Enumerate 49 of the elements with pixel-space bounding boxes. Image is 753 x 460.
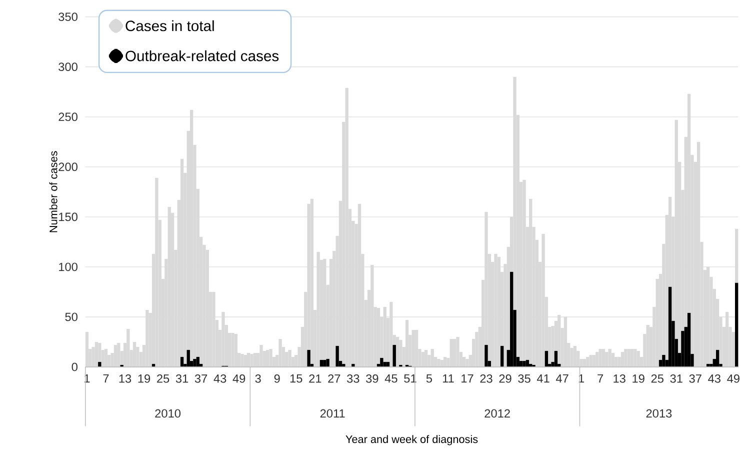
text: 2011: [320, 409, 345, 418]
x-tick-label: 27: [328, 374, 340, 383]
x-tick-label: 25: [651, 374, 664, 383]
x-tick-label: 49: [232, 374, 246, 383]
x-tick-label: 25: [157, 374, 170, 383]
x-tick-label: 33: [347, 374, 360, 383]
x-tick-label: 19: [138, 374, 150, 383]
y-axis-title: Number of cases: [49, 151, 58, 232]
legend-label: Outbreak-related cases: [126, 50, 279, 62]
x-tick-label: 5: [426, 374, 432, 383]
x-tick-label: 47: [556, 374, 568, 383]
x-tick-label: 17: [462, 374, 474, 383]
y-tick-label: 200: [58, 162, 78, 172]
y-tick-label: 300: [58, 62, 78, 72]
x-tick-label: 7: [103, 374, 109, 383]
x-tick-label: 3: [255, 374, 261, 383]
x-tick-label: 23: [480, 374, 492, 383]
y-tick-label: 350: [58, 12, 78, 22]
y-tick-label: 150: [59, 212, 78, 222]
x-tick-label: 21: [309, 374, 322, 383]
x-tick-label: 9: [274, 374, 280, 383]
x-tick-label: 13: [614, 374, 626, 383]
x-tick-label: 45: [384, 374, 398, 383]
text: 2010: [155, 409, 181, 418]
x-tick-label: 29: [499, 374, 512, 383]
legend-label: Cases in total: [126, 20, 214, 32]
x-tick-label: 41: [536, 374, 550, 383]
x-tick-label: 39: [366, 374, 378, 383]
x-tick-label: 49: [727, 374, 740, 383]
x-tick-label: 15: [290, 374, 302, 383]
x-tick-label: 43: [214, 374, 226, 383]
x-tick-label: 37: [689, 374, 702, 383]
x-tick-label: 11: [442, 374, 454, 383]
x-tick-label: 35: [518, 374, 530, 383]
x-tick-label: 7: [598, 374, 604, 383]
x-tick-label: 31: [670, 374, 682, 383]
x-tick-label: 43: [708, 374, 720, 383]
x-tick-label: 19: [632, 374, 644, 383]
x-tick-label: 13: [119, 374, 132, 383]
text: 2013: [646, 409, 672, 418]
x-tick-label: 37: [194, 374, 208, 383]
y-tick-label: 100: [59, 262, 78, 272]
x-tick-label: 31: [176, 374, 188, 383]
y-tick-label: 50: [65, 312, 78, 322]
y-tick-label: 250: [58, 112, 78, 122]
text: 2012: [484, 409, 510, 418]
x-tick-label: 51: [404, 374, 416, 383]
y-tick-label: 0: [72, 362, 78, 372]
x-axis-title: Year and week of diagnosis: [346, 435, 478, 446]
